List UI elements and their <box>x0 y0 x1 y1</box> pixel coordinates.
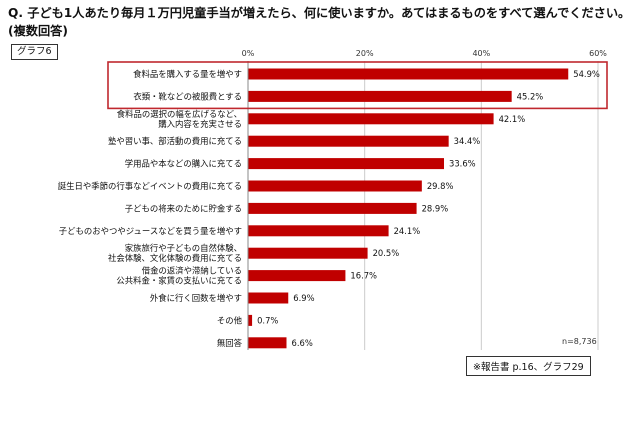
source-reference-box: ※報告書 p.16、グラフ29 <box>466 356 591 376</box>
category-label: 食料品の選択の幅を広げるなど、 <box>117 109 242 119</box>
category-label: 外食に行く回数を増やす <box>150 293 242 303</box>
bar <box>248 247 368 259</box>
x-tick-label: 0% <box>242 49 255 58</box>
bar <box>248 225 389 237</box>
graph-number-label: グラフ6 <box>11 44 58 60</box>
value-label: 34.4% <box>454 136 481 146</box>
value-label: 54.9% <box>573 69 600 79</box>
category-label: 借金の返済や滞納している <box>142 266 242 276</box>
question-text: Q. 子ども1人あたり毎月１万円児童手当が増えたら、何に使いますか。あてはまるも… <box>8 6 631 38</box>
category-label: 塾や習い事、部活動の費用に充てる <box>108 136 242 146</box>
x-tick-label: 60% <box>589 49 607 58</box>
category-label: 学用品や本などの購入に充てる <box>125 159 242 169</box>
x-tick-label: 40% <box>472 49 490 58</box>
category-label: 衣類・靴などの被服費とする <box>133 91 242 101</box>
bar <box>248 68 569 80</box>
category-label: 公共料金・家賃の支払いに充てる <box>116 276 242 286</box>
value-label: 24.1% <box>394 226 421 236</box>
x-tick-label: 20% <box>356 49 374 58</box>
value-label: 45.2% <box>517 91 544 101</box>
category-label: 食料品を購入する量を増やす <box>133 69 242 79</box>
bar <box>248 180 422 192</box>
bar <box>248 292 289 304</box>
category-label: 子どものおやつやジュースなどを買う量を増やす <box>59 226 242 236</box>
value-label: 16.7% <box>350 271 377 281</box>
value-label: 33.6% <box>449 159 476 169</box>
value-label: 0.7% <box>257 315 278 325</box>
sample-size-label: n=8,736 <box>562 337 597 346</box>
category-label: 家族旅行や子どもの自然体験、 <box>125 243 242 253</box>
value-label: 6.6% <box>292 338 313 348</box>
highlight-frame <box>107 61 608 110</box>
category-label: 子どもの将来のために貯金する <box>125 203 242 213</box>
value-label: 42.1% <box>499 114 526 124</box>
category-label: 購入内容を充実させる <box>158 119 242 129</box>
bar <box>248 314 253 326</box>
bar <box>248 270 346 282</box>
value-label: 6.9% <box>293 293 314 303</box>
value-label: 20.5% <box>373 248 400 258</box>
value-label: 28.9% <box>422 203 449 213</box>
bar <box>248 202 417 214</box>
value-label: 29.8% <box>427 181 454 191</box>
bar <box>248 113 494 125</box>
bar <box>248 90 512 102</box>
category-label: 社会体験、文化体験の費用に充てる <box>108 253 242 263</box>
category-label: 誕生日や季節の行事などイベントの費用に充てる <box>58 181 242 191</box>
bar <box>248 337 287 349</box>
bar <box>248 135 449 147</box>
category-label: 無回答 <box>217 338 243 348</box>
bar <box>248 158 444 170</box>
category-label: その他 <box>217 315 243 325</box>
